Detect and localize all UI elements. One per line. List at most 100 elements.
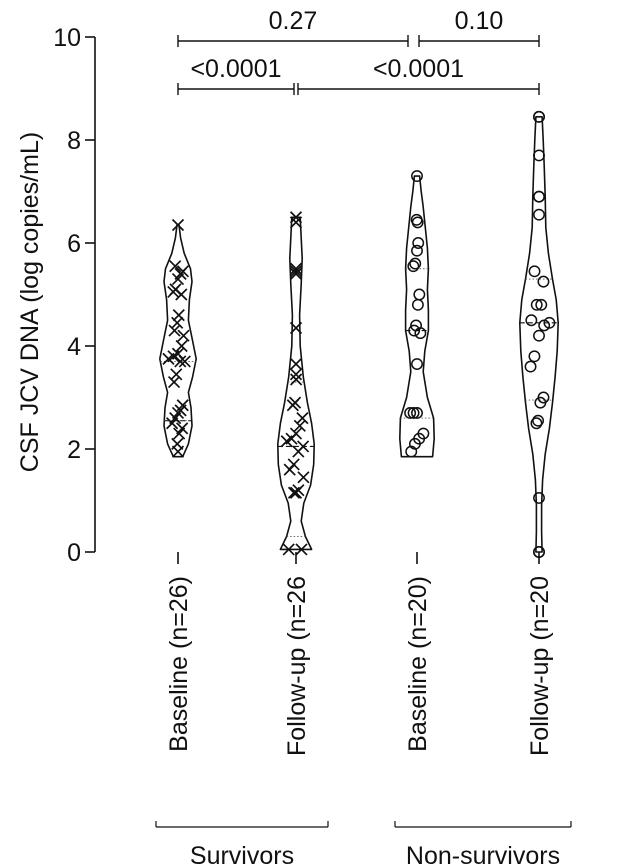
comparison-bracket: 0.10 <box>418 7 540 47</box>
data-point <box>289 262 303 275</box>
data-point <box>413 288 426 301</box>
data-point <box>535 298 548 311</box>
bracket-p-value: <0.0001 <box>190 55 281 83</box>
bracket-p-value: <0.0001 <box>373 55 464 83</box>
data-point <box>171 445 185 458</box>
data-point <box>408 324 421 337</box>
data-point <box>533 208 545 221</box>
data-point-stroke <box>286 399 299 412</box>
y-axis-label: CSF JCV DNA (log copies/mL) <box>16 132 44 472</box>
data-point-stroke <box>289 216 303 229</box>
data-point-stroke <box>171 218 185 232</box>
data-point <box>289 357 303 371</box>
violin-3 <box>399 175 435 458</box>
data-point <box>411 358 423 370</box>
data-point <box>530 298 543 311</box>
data-point <box>411 170 423 183</box>
data-point <box>530 417 543 430</box>
data-point <box>293 419 306 432</box>
data-point-stroke <box>171 316 184 329</box>
points-layer <box>162 110 556 558</box>
data-point <box>533 110 545 123</box>
data-point <box>296 411 309 425</box>
data-point-stroke <box>166 417 179 430</box>
data-point <box>170 368 183 381</box>
data-point-stroke <box>295 543 308 556</box>
comparison-bracket: 0.27 <box>177 7 409 47</box>
data-point-stroke <box>171 445 185 458</box>
data-point <box>175 288 188 301</box>
data-point <box>411 216 424 229</box>
data-point-stroke <box>174 355 187 368</box>
data-point <box>289 216 303 229</box>
data-point <box>175 339 188 353</box>
violin-2 <box>277 216 315 551</box>
data-point-stroke <box>175 288 188 301</box>
x-tick-label: Baseline (n=26) <box>165 576 193 752</box>
data-point-stroke <box>167 375 181 389</box>
x-axis-tick-labels: Baseline (n=26) Follow-up (n=26 Baseline (… <box>165 552 554 756</box>
data-point <box>411 407 423 419</box>
data-point <box>533 149 545 162</box>
comparison-bracket: <0.0001 <box>297 55 540 95</box>
data-point <box>297 471 310 484</box>
data-point <box>404 407 417 419</box>
data-point <box>407 260 420 273</box>
violin-4 <box>519 116 559 553</box>
data-point <box>412 237 425 249</box>
data-point <box>289 265 303 278</box>
data-point <box>178 355 191 368</box>
data-point-stroke <box>168 324 181 337</box>
data-point-stroke <box>289 357 303 371</box>
data-point <box>166 417 179 430</box>
data-point <box>533 491 545 504</box>
data-point-stroke <box>173 427 186 440</box>
y-tick-label: 6 <box>67 230 81 258</box>
data-point-stroke <box>289 265 303 278</box>
data-point <box>525 314 538 327</box>
data-point-stroke <box>289 368 303 381</box>
data-point <box>289 368 303 381</box>
data-point-stroke <box>169 260 182 273</box>
data-point-stroke <box>292 445 305 458</box>
data-point-stroke <box>171 272 185 286</box>
data-point-stroke <box>167 285 180 299</box>
data-point-stroke <box>282 543 295 556</box>
data-point-stroke <box>172 308 185 322</box>
x-tick-label: Baseline (n=20) <box>404 576 432 752</box>
data-point <box>407 407 420 419</box>
data-point <box>172 308 185 322</box>
data-point-stroke <box>296 411 309 425</box>
data-point <box>289 321 303 335</box>
y-tick-label: 10 <box>53 24 81 52</box>
comparison-bracket: <0.0001 <box>177 55 295 95</box>
data-point <box>169 260 182 273</box>
data-point <box>524 360 537 373</box>
group-bracket: Survivors <box>155 821 329 867</box>
data-point <box>292 445 305 458</box>
data-point <box>528 265 541 278</box>
data-point <box>167 285 180 299</box>
data-point <box>280 435 293 448</box>
group-label: Survivors <box>190 842 294 867</box>
data-point-stroke <box>293 419 306 432</box>
data-point-stroke <box>177 329 190 342</box>
data-point <box>533 329 545 342</box>
data-point <box>171 316 184 329</box>
data-point <box>171 218 185 232</box>
x-tick-label: Follow-up (n=20 <box>526 576 554 756</box>
data-point <box>290 373 303 386</box>
data-point <box>289 267 303 281</box>
x-tick-label: Follow-up (n=26 <box>283 576 311 756</box>
group-label: Non-survivors <box>406 842 560 867</box>
data-point <box>283 463 296 476</box>
data-point-stroke <box>175 339 188 353</box>
data-point-stroke <box>162 352 175 365</box>
y-tick-label: 8 <box>67 127 81 155</box>
data-point <box>534 396 547 409</box>
group-labels: Survivors Non-survivors <box>155 821 572 867</box>
bracket-p-value: 0.10 <box>455 7 504 35</box>
data-point-stroke <box>290 373 303 386</box>
data-point <box>409 257 422 270</box>
